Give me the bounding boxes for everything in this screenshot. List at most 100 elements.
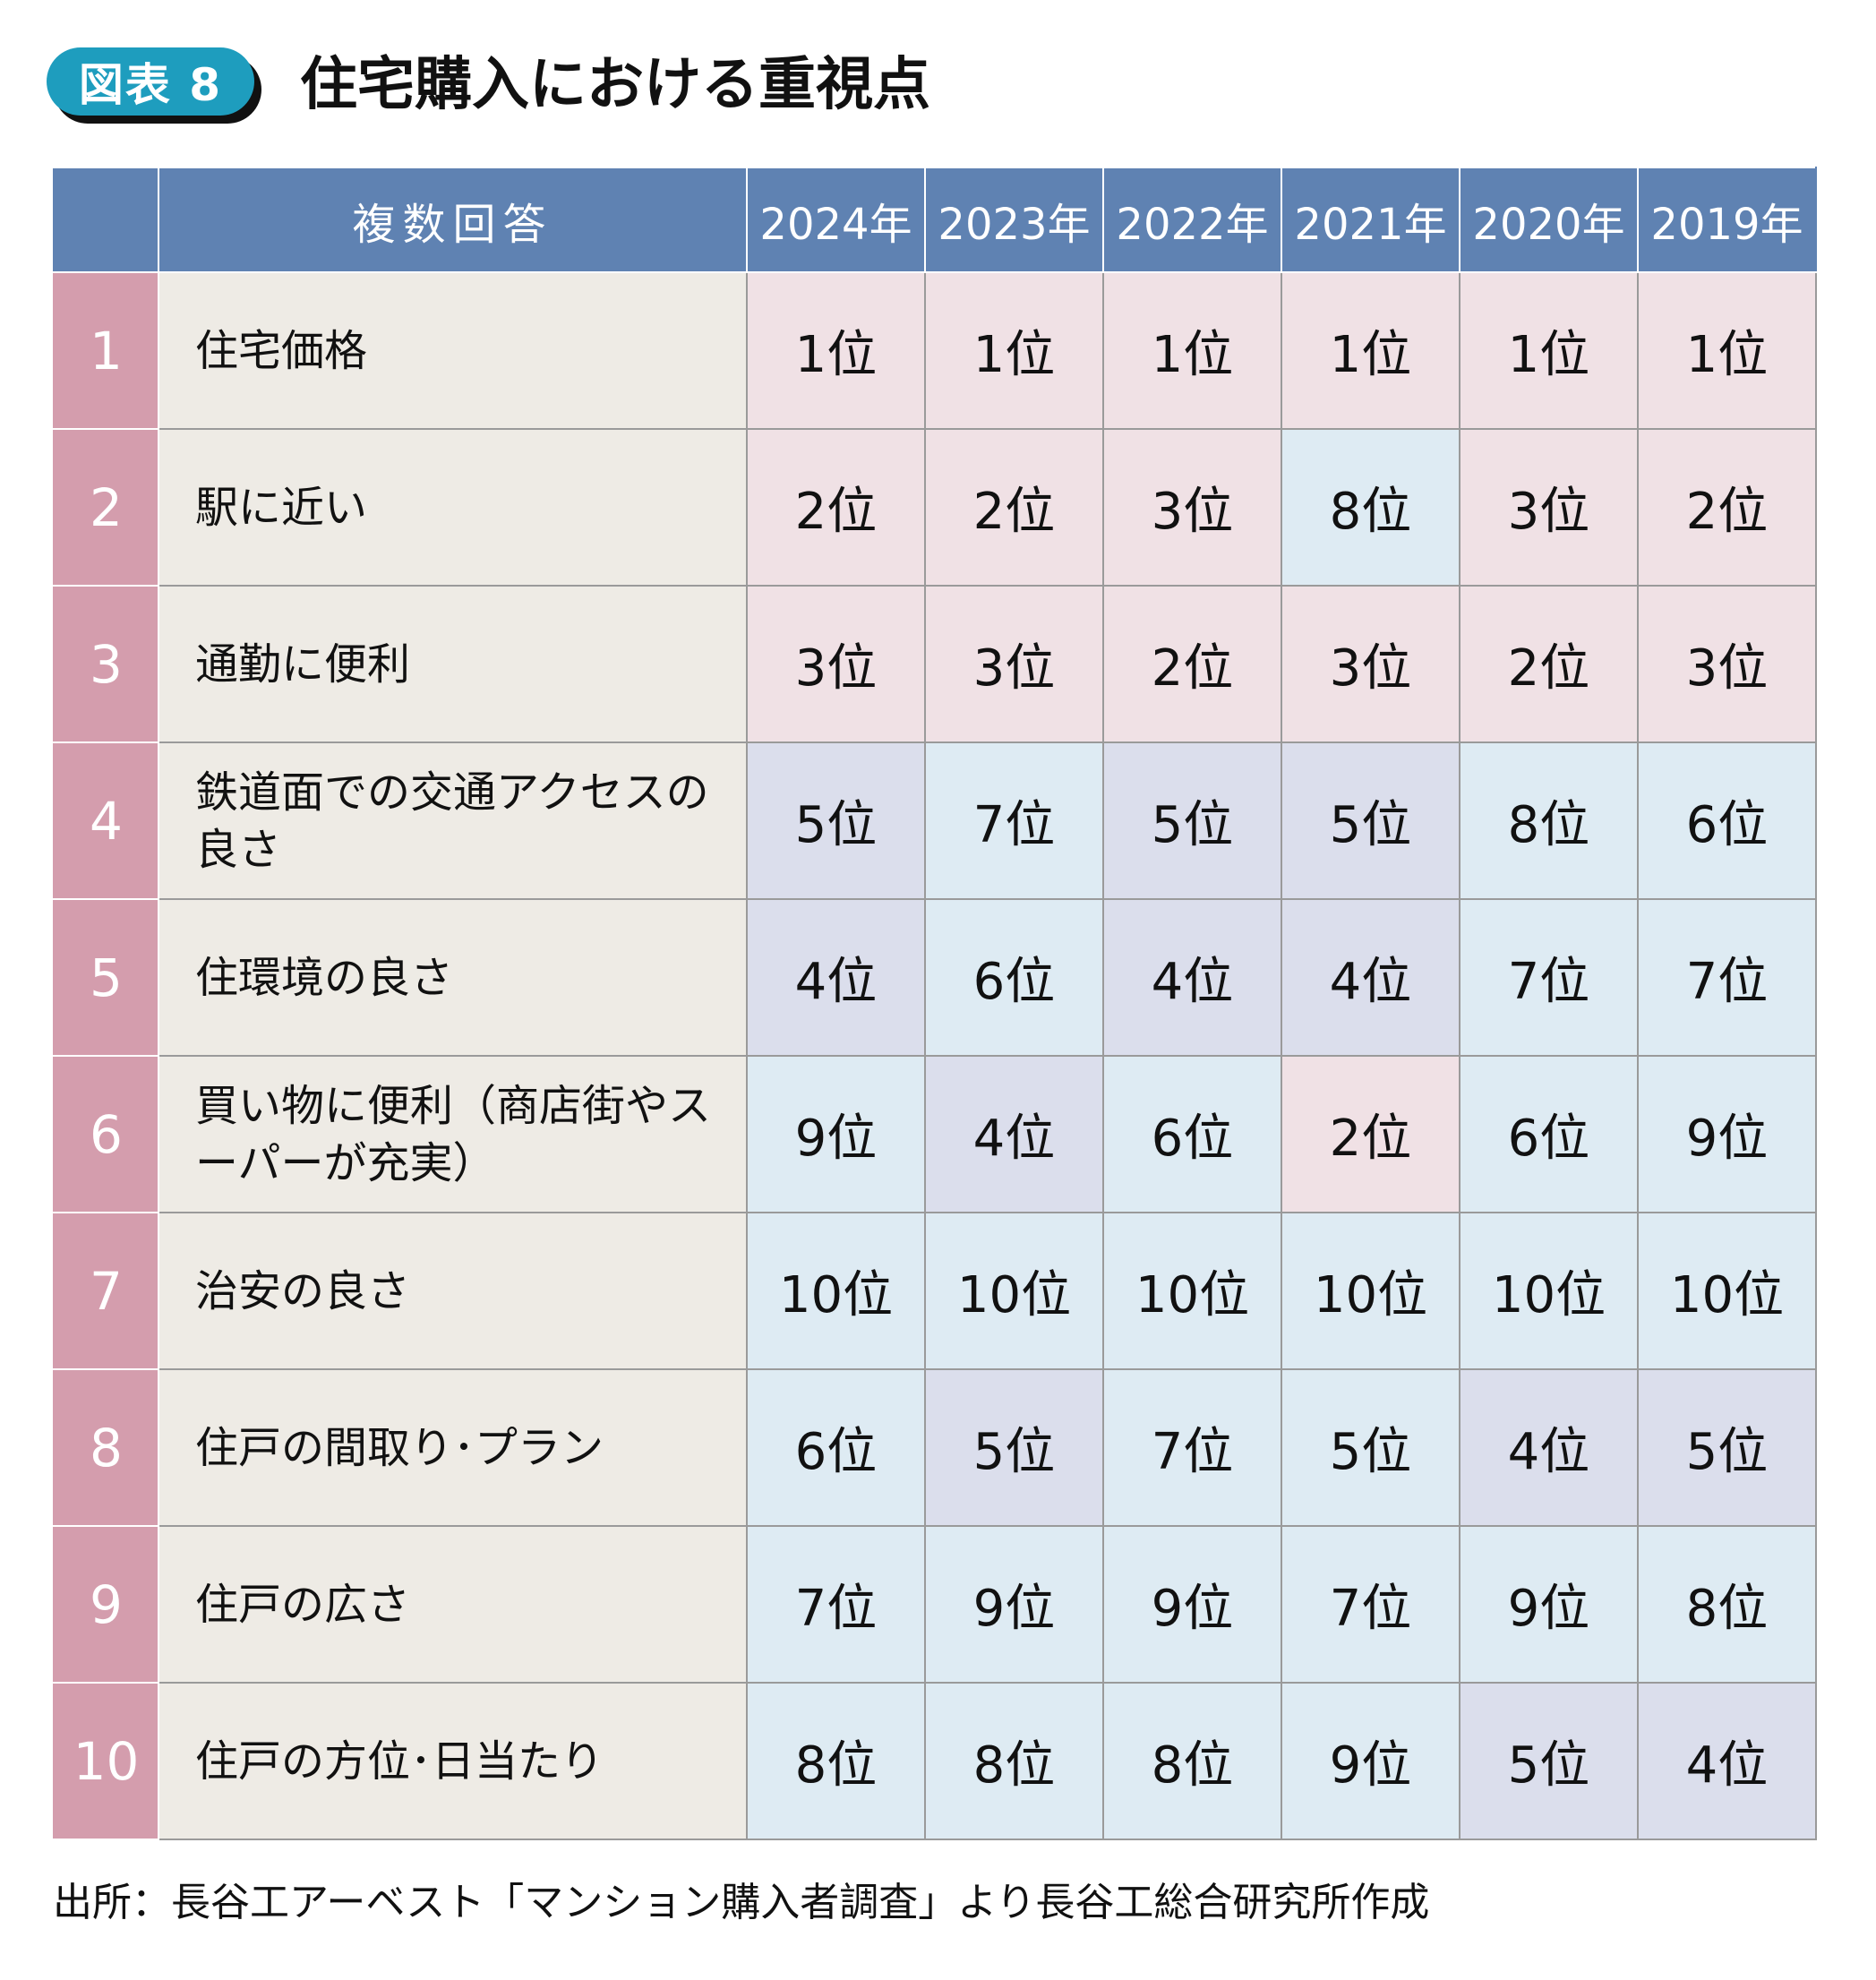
rank-cell: 9位: [1102, 1525, 1282, 1684]
item-label: 住環境の良さ: [158, 898, 748, 1057]
item-label: 住戸の方位･日当たり: [158, 1682, 748, 1840]
item-label: 駅に近い: [158, 428, 748, 587]
header-rank: [53, 167, 159, 273]
item-label: 住戸の広さ: [158, 1525, 748, 1684]
rank-cell: 8位: [746, 1682, 926, 1840]
table-row: 3 通勤に便利 3位 3位 2位 3位 2位 3位: [53, 585, 1817, 743]
rank-cell: 6位: [1102, 1055, 1282, 1213]
rank-cell: 8位: [1637, 1525, 1817, 1684]
rank-cell: 10位: [746, 1212, 926, 1370]
rank-cell: 7位: [1637, 898, 1817, 1057]
rank-cell: 6位: [746, 1368, 926, 1527]
rank-cell: 2位: [924, 428, 1104, 587]
rank-cell: 10位: [1637, 1212, 1817, 1370]
rank-cell: 5位: [1102, 741, 1282, 900]
rank-cell: 5位: [1459, 1682, 1639, 1840]
rank-cell: 1位: [1459, 271, 1639, 430]
rank-number: 6: [53, 1055, 159, 1213]
rank-cell: 7位: [746, 1525, 926, 1684]
table-row: 7 治安の良さ 10位 10位 10位 10位 10位 10位: [53, 1212, 1817, 1370]
header-year: 2022年: [1102, 167, 1282, 273]
header-year: 2021年: [1281, 167, 1461, 273]
rank-cell: 5位: [1281, 1368, 1461, 1527]
rank-cell: 3位: [1459, 428, 1639, 587]
rank-cell: 7位: [924, 741, 1104, 900]
page-title: 住宅購入における重視点: [300, 52, 930, 118]
rank-cell: 4位: [924, 1055, 1104, 1213]
rank-cell: 7位: [1459, 898, 1639, 1057]
item-label: 通勤に便利: [158, 585, 748, 743]
figure-badge: 図表 8: [47, 47, 254, 116]
rank-cell: 6位: [1637, 741, 1817, 900]
rank-cell: 9位: [924, 1525, 1104, 1684]
item-label: 鉄道面での交通アクセスの良さ: [158, 741, 748, 900]
rank-number: 5: [53, 898, 159, 1057]
rank-cell: 6位: [1459, 1055, 1639, 1213]
table-row: 10 住戸の方位･日当たり 8位 8位 8位 9位 5位 4位: [53, 1682, 1817, 1840]
header-row: 複数回答 2024年 2023年 2022年 2021年 2020年 2019年: [53, 167, 1817, 273]
header-year: 2019年: [1637, 167, 1817, 273]
rank-cell: 9位: [1637, 1055, 1817, 1213]
table-row: 2 駅に近い 2位 2位 3位 8位 3位 2位: [53, 428, 1817, 587]
item-label: 住宅価格: [158, 271, 748, 430]
rank-cell: 9位: [746, 1055, 926, 1213]
source-note: 出所：長谷工アーベスト「マンション購入者調査」より長谷工総合研究所作成: [53, 1880, 1430, 1925]
rank-cell: 8位: [1459, 741, 1639, 900]
rank-cell: 3位: [1637, 585, 1817, 743]
ranking-table: 複数回答 2024年 2023年 2022年 2021年 2020年 2019年…: [53, 167, 1817, 1840]
rank-cell: 1位: [924, 271, 1104, 430]
rank-cell: 5位: [924, 1368, 1104, 1527]
table-row: 9 住戸の広さ 7位 9位 9位 7位 9位 8位: [53, 1525, 1817, 1684]
rank-cell: 7位: [1102, 1368, 1282, 1527]
rank-cell: 1位: [1102, 271, 1282, 430]
rank-number: 4: [53, 741, 159, 900]
rank-cell: 2位: [1102, 585, 1282, 743]
header-year: 2024年: [746, 167, 926, 273]
header-item: 複数回答: [158, 167, 748, 273]
rank-cell: 10位: [924, 1212, 1104, 1370]
header-year: 2020年: [1459, 167, 1639, 273]
rank-cell: 8位: [924, 1682, 1104, 1840]
rank-cell: 5位: [746, 741, 926, 900]
rank-cell: 2位: [1637, 428, 1817, 587]
rank-number: 1: [53, 271, 159, 430]
rank-cell: 1位: [1281, 271, 1461, 430]
rank-cell: 3位: [924, 585, 1104, 743]
table-row: 4 鉄道面での交通アクセスの良さ 5位 7位 5位 5位 8位 6位: [53, 741, 1817, 900]
rank-cell: 7位: [1281, 1525, 1461, 1684]
rank-cell: 5位: [1637, 1368, 1817, 1527]
rank-cell: 10位: [1281, 1212, 1461, 1370]
table-row: 8 住戸の間取り･プラン 6位 5位 7位 5位 4位 5位: [53, 1368, 1817, 1527]
header-year: 2023年: [924, 167, 1104, 273]
rank-cell: 4位: [1459, 1368, 1639, 1527]
rank-number: 7: [53, 1212, 159, 1370]
table-row: 1 住宅価格 1位 1位 1位 1位 1位 1位: [53, 271, 1817, 430]
rank-cell: 9位: [1459, 1525, 1639, 1684]
rank-cell: 3位: [1281, 585, 1461, 743]
rank-cell: 4位: [1637, 1682, 1817, 1840]
rank-number: 2: [53, 428, 159, 587]
item-label: 住戸の間取り･プラン: [158, 1368, 748, 1527]
item-label: 治安の良さ: [158, 1212, 748, 1370]
rank-cell: 9位: [1281, 1682, 1461, 1840]
rank-number: 10: [53, 1682, 159, 1840]
rank-cell: 1位: [746, 271, 926, 430]
rank-cell: 10位: [1459, 1212, 1639, 1370]
rank-cell: 6位: [924, 898, 1104, 1057]
rank-number: 9: [53, 1525, 159, 1684]
rank-number: 8: [53, 1368, 159, 1527]
item-label: 買い物に便利（商店街やスーパーが充実）: [158, 1055, 748, 1213]
rank-cell: 2位: [1459, 585, 1639, 743]
rank-cell: 8位: [1281, 428, 1461, 587]
table-row: 5 住環境の良さ 4位 6位 4位 4位 7位 7位: [53, 898, 1817, 1057]
rank-cell: 8位: [1102, 1682, 1282, 1840]
rank-number: 3: [53, 585, 159, 743]
rank-cell: 10位: [1102, 1212, 1282, 1370]
rank-cell: 5位: [1281, 741, 1461, 900]
rank-cell: 4位: [1102, 898, 1282, 1057]
rank-cell: 1位: [1637, 271, 1817, 430]
rank-cell: 3位: [746, 585, 926, 743]
rank-cell: 3位: [1102, 428, 1282, 587]
rank-cell: 4位: [1281, 898, 1461, 1057]
table-row: 6 買い物に便利（商店街やスーパーが充実） 9位 4位 6位 2位 6位 9位: [53, 1055, 1817, 1213]
